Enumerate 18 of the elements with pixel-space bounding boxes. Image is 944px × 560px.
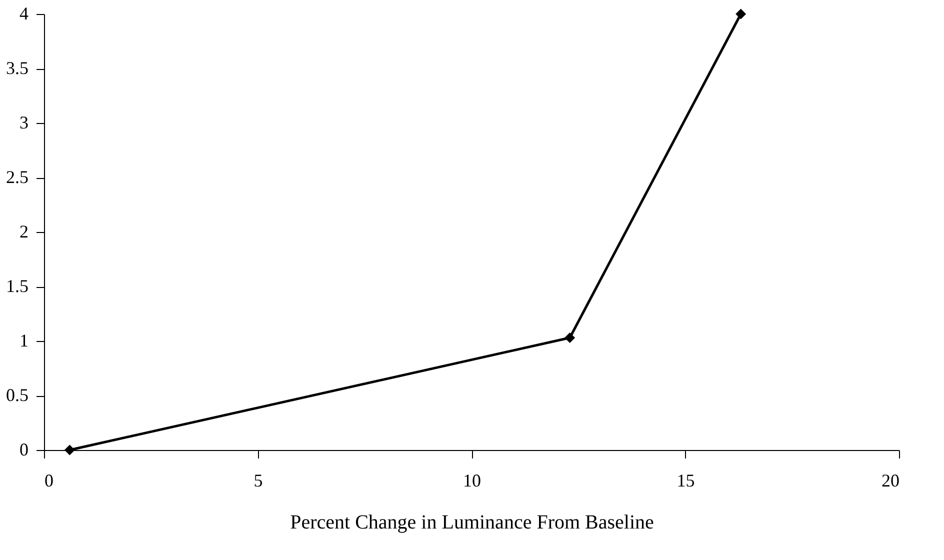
- y-tick-label: 1: [20, 330, 28, 350]
- y-tick-label: 3: [20, 112, 28, 132]
- y-tick-label: 0: [20, 440, 28, 460]
- y-tick-label: 2.5: [6, 167, 28, 187]
- y-tick-label: 3.5: [6, 58, 28, 78]
- point: [564, 332, 576, 343]
- x-tick-label: 5: [254, 470, 263, 490]
- y-tick-label: 2: [20, 222, 28, 242]
- x-tick-label: 10: [463, 470, 481, 490]
- x-axis-title: Percent Change in Luminance From Baseline: [290, 512, 654, 534]
- x-tick-label: 0: [44, 470, 54, 490]
- x-tick-label: 20: [882, 470, 900, 490]
- point: [64, 444, 75, 456]
- x-tick-label: 15: [676, 470, 695, 490]
- point: [736, 8, 746, 20]
- y-tick-label: 1.5: [6, 276, 28, 296]
- y-tick-label: 0.5: [6, 385, 28, 405]
- y-tick-label: 4: [20, 4, 28, 24]
